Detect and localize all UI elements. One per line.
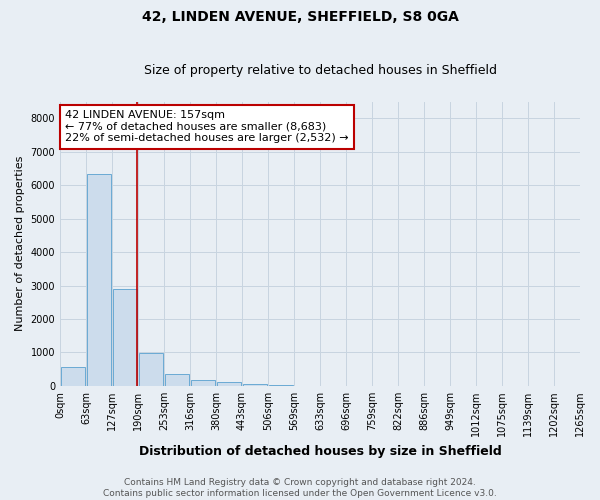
Bar [113, 289, 137, 386]
Bar [139, 354, 163, 386]
X-axis label: Distribution of detached houses by size in Sheffield: Distribution of detached houses by size … [139, 444, 502, 458]
Text: Contains HM Land Registry data © Crown copyright and database right 2024.
Contai: Contains HM Land Registry data © Crown c… [103, 478, 497, 498]
Text: 42 LINDEN AVENUE: 157sqm
← 77% of detached houses are smaller (8,683)
22% of sem: 42 LINDEN AVENUE: 157sqm ← 77% of detach… [65, 110, 349, 144]
Bar [61, 367, 85, 386]
Bar [242, 384, 268, 386]
Bar [86, 174, 112, 386]
Bar [269, 385, 293, 386]
Title: Size of property relative to detached houses in Sheffield: Size of property relative to detached ho… [143, 64, 497, 77]
Text: 42, LINDEN AVENUE, SHEFFIELD, S8 0GA: 42, LINDEN AVENUE, SHEFFIELD, S8 0GA [142, 10, 458, 24]
Bar [191, 380, 215, 386]
Bar [217, 382, 241, 386]
Bar [164, 374, 190, 386]
Y-axis label: Number of detached properties: Number of detached properties [15, 156, 25, 332]
